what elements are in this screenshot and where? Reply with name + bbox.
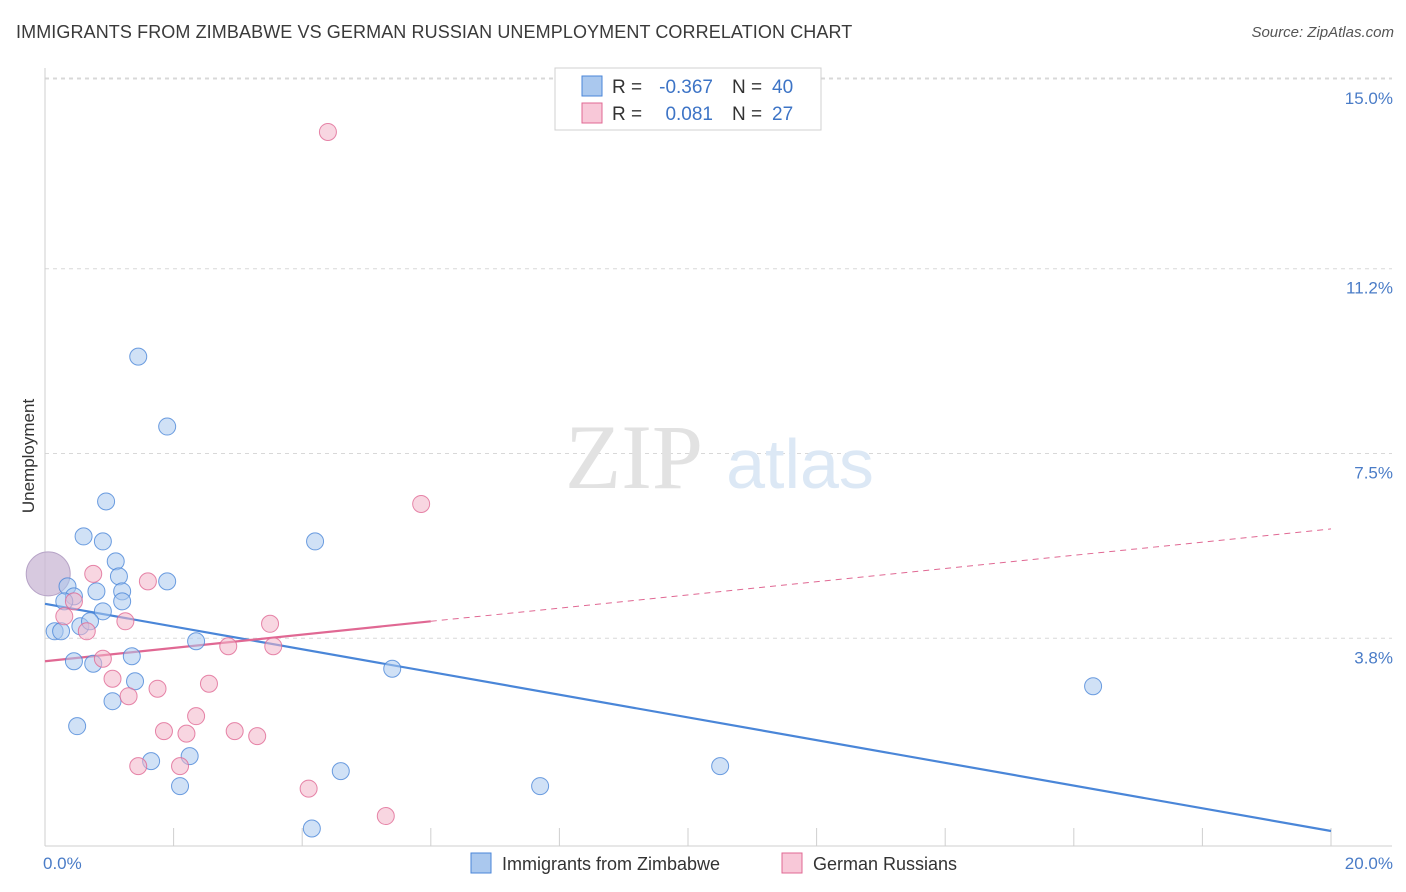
german-russian-point-1: [412, 494, 431, 513]
german-russian-point-6: [116, 612, 135, 631]
source-label: Source: ZipAtlas.com: [1251, 24, 1394, 41]
y-tick-label-3: 15.0%: [1345, 89, 1393, 108]
x-tick-label-0: 0.0%: [43, 854, 82, 873]
zimbabwe-point-15: [93, 602, 112, 621]
y-tick-label-0: 3.8%: [1354, 648, 1393, 667]
zimbabwe-point-31: [171, 777, 190, 796]
series-swatch-zimbabwe: [470, 852, 492, 874]
y-tick-label-2: 11.2%: [1346, 279, 1393, 298]
y-tick-label-1: 7.5%: [1354, 464, 1393, 483]
zimbabwe-point-10: [87, 582, 106, 601]
legend-swatch-blue: [581, 75, 603, 97]
legend-n-value-1: 40: [772, 77, 793, 98]
axes: [44, 68, 1392, 847]
german-russian-point-19: [225, 722, 244, 741]
german-russian-point-4: [64, 592, 83, 611]
zimbabwe-point-17: [52, 622, 71, 641]
german-russian-point-0: [318, 122, 337, 141]
german-russian-point-21: [129, 757, 148, 776]
zimbabwe-point-7: [158, 572, 177, 591]
zimbabwe-point-26: [68, 717, 87, 736]
german-russian-point-10: [264, 637, 283, 656]
data-points: [25, 122, 1103, 838]
german-russian-point-7: [261, 614, 280, 633]
trend-line-zimbabwe: [44, 602, 1332, 833]
zimbabwe-point-23: [122, 647, 141, 666]
zimbabwe-point-21: [64, 652, 83, 671]
legend-n-label-2: N =: [732, 104, 762, 125]
zimbabwe-point-25: [103, 692, 122, 711]
german-russian-point-12: [103, 669, 122, 688]
german-russian-point-9: [219, 637, 238, 656]
german-russian-point-5: [55, 607, 74, 626]
german-russian-point-11: [93, 649, 112, 668]
trend-line-german-russians-extension: [430, 528, 1332, 622]
legend-r-value-1: -0.367: [659, 77, 713, 98]
german-russian-point-3: [138, 572, 157, 591]
zimbabwe-point-32: [331, 762, 350, 781]
zimbabwe-point-28: [1084, 677, 1103, 696]
zimbabwe-point-2: [97, 492, 116, 511]
german-russian-point-15: [119, 687, 138, 706]
x-tick-label-1: 20.0%: [1345, 854, 1393, 873]
german-russian-point-18: [177, 724, 196, 743]
german-russian-point-14: [148, 679, 167, 698]
german-russian-point-17: [154, 722, 173, 741]
zimbabwe-point-24: [126, 672, 145, 691]
zimbabwe-point-4: [93, 532, 112, 551]
series-legend: Immigrants from Zimbabwe German Russians: [470, 852, 957, 874]
german-russian-point-8: [77, 622, 96, 641]
y-axis-label: Unemployment: [19, 399, 38, 514]
legend-swatch-pink: [581, 102, 603, 124]
grid-lines: [45, 77, 1392, 639]
zimbabwe-point-20: [187, 632, 206, 651]
german-russian-point-23: [299, 779, 318, 798]
zimbabwe-point-33: [531, 777, 550, 796]
zimbabwe-point-1: [158, 417, 177, 436]
zimbabwe-point-8: [306, 532, 325, 551]
zimbabwe-point-3: [74, 527, 93, 546]
series-label-zimbabwe: Immigrants from Zimbabwe: [502, 854, 720, 874]
german-russian-point-13: [199, 674, 218, 693]
zimbabwe-point-35: [302, 819, 321, 838]
german-russian-point-20: [248, 727, 267, 746]
watermark-atlas: atlas: [726, 425, 874, 503]
zimbabwe-point-27: [383, 659, 402, 678]
legend-n-label-1: N =: [732, 77, 762, 98]
watermark-zip: ZIP: [565, 406, 703, 508]
zimbabwe-point-5: [106, 552, 125, 571]
zimbabwe-point-34: [711, 757, 730, 776]
german-russian-point-24: [376, 807, 395, 826]
correlation-legend: R = -0.367 N = 40 R = 0.081 N = 27: [554, 67, 822, 131]
legend-n-value-2: 27: [772, 104, 793, 125]
watermark: ZIP atlas: [565, 406, 874, 508]
zimbabwe-point-0: [129, 347, 148, 366]
tick-labels: 3.8% 7.5% 11.2% 15.0% 0.0% 20.0%: [43, 89, 1393, 873]
german-russian-point-22: [171, 757, 190, 776]
trend-lines: [44, 528, 1332, 833]
zimbabwe-point-6: [109, 567, 128, 586]
legend-r-label-1: R =: [612, 77, 642, 98]
legend-r-label-2: R =: [612, 104, 642, 125]
zimbabwe-point-14: [113, 592, 132, 611]
series-swatch-german-russians: [781, 852, 803, 874]
german-russian-point-16: [187, 707, 206, 726]
series-label-german-russians: German Russians: [813, 854, 957, 874]
chart-title: IMMIGRANTS FROM ZIMBABWE VS GERMAN RUSSI…: [16, 22, 853, 42]
german-russian-point-2: [84, 564, 103, 583]
legend-r-value-2: 0.081: [665, 104, 713, 125]
